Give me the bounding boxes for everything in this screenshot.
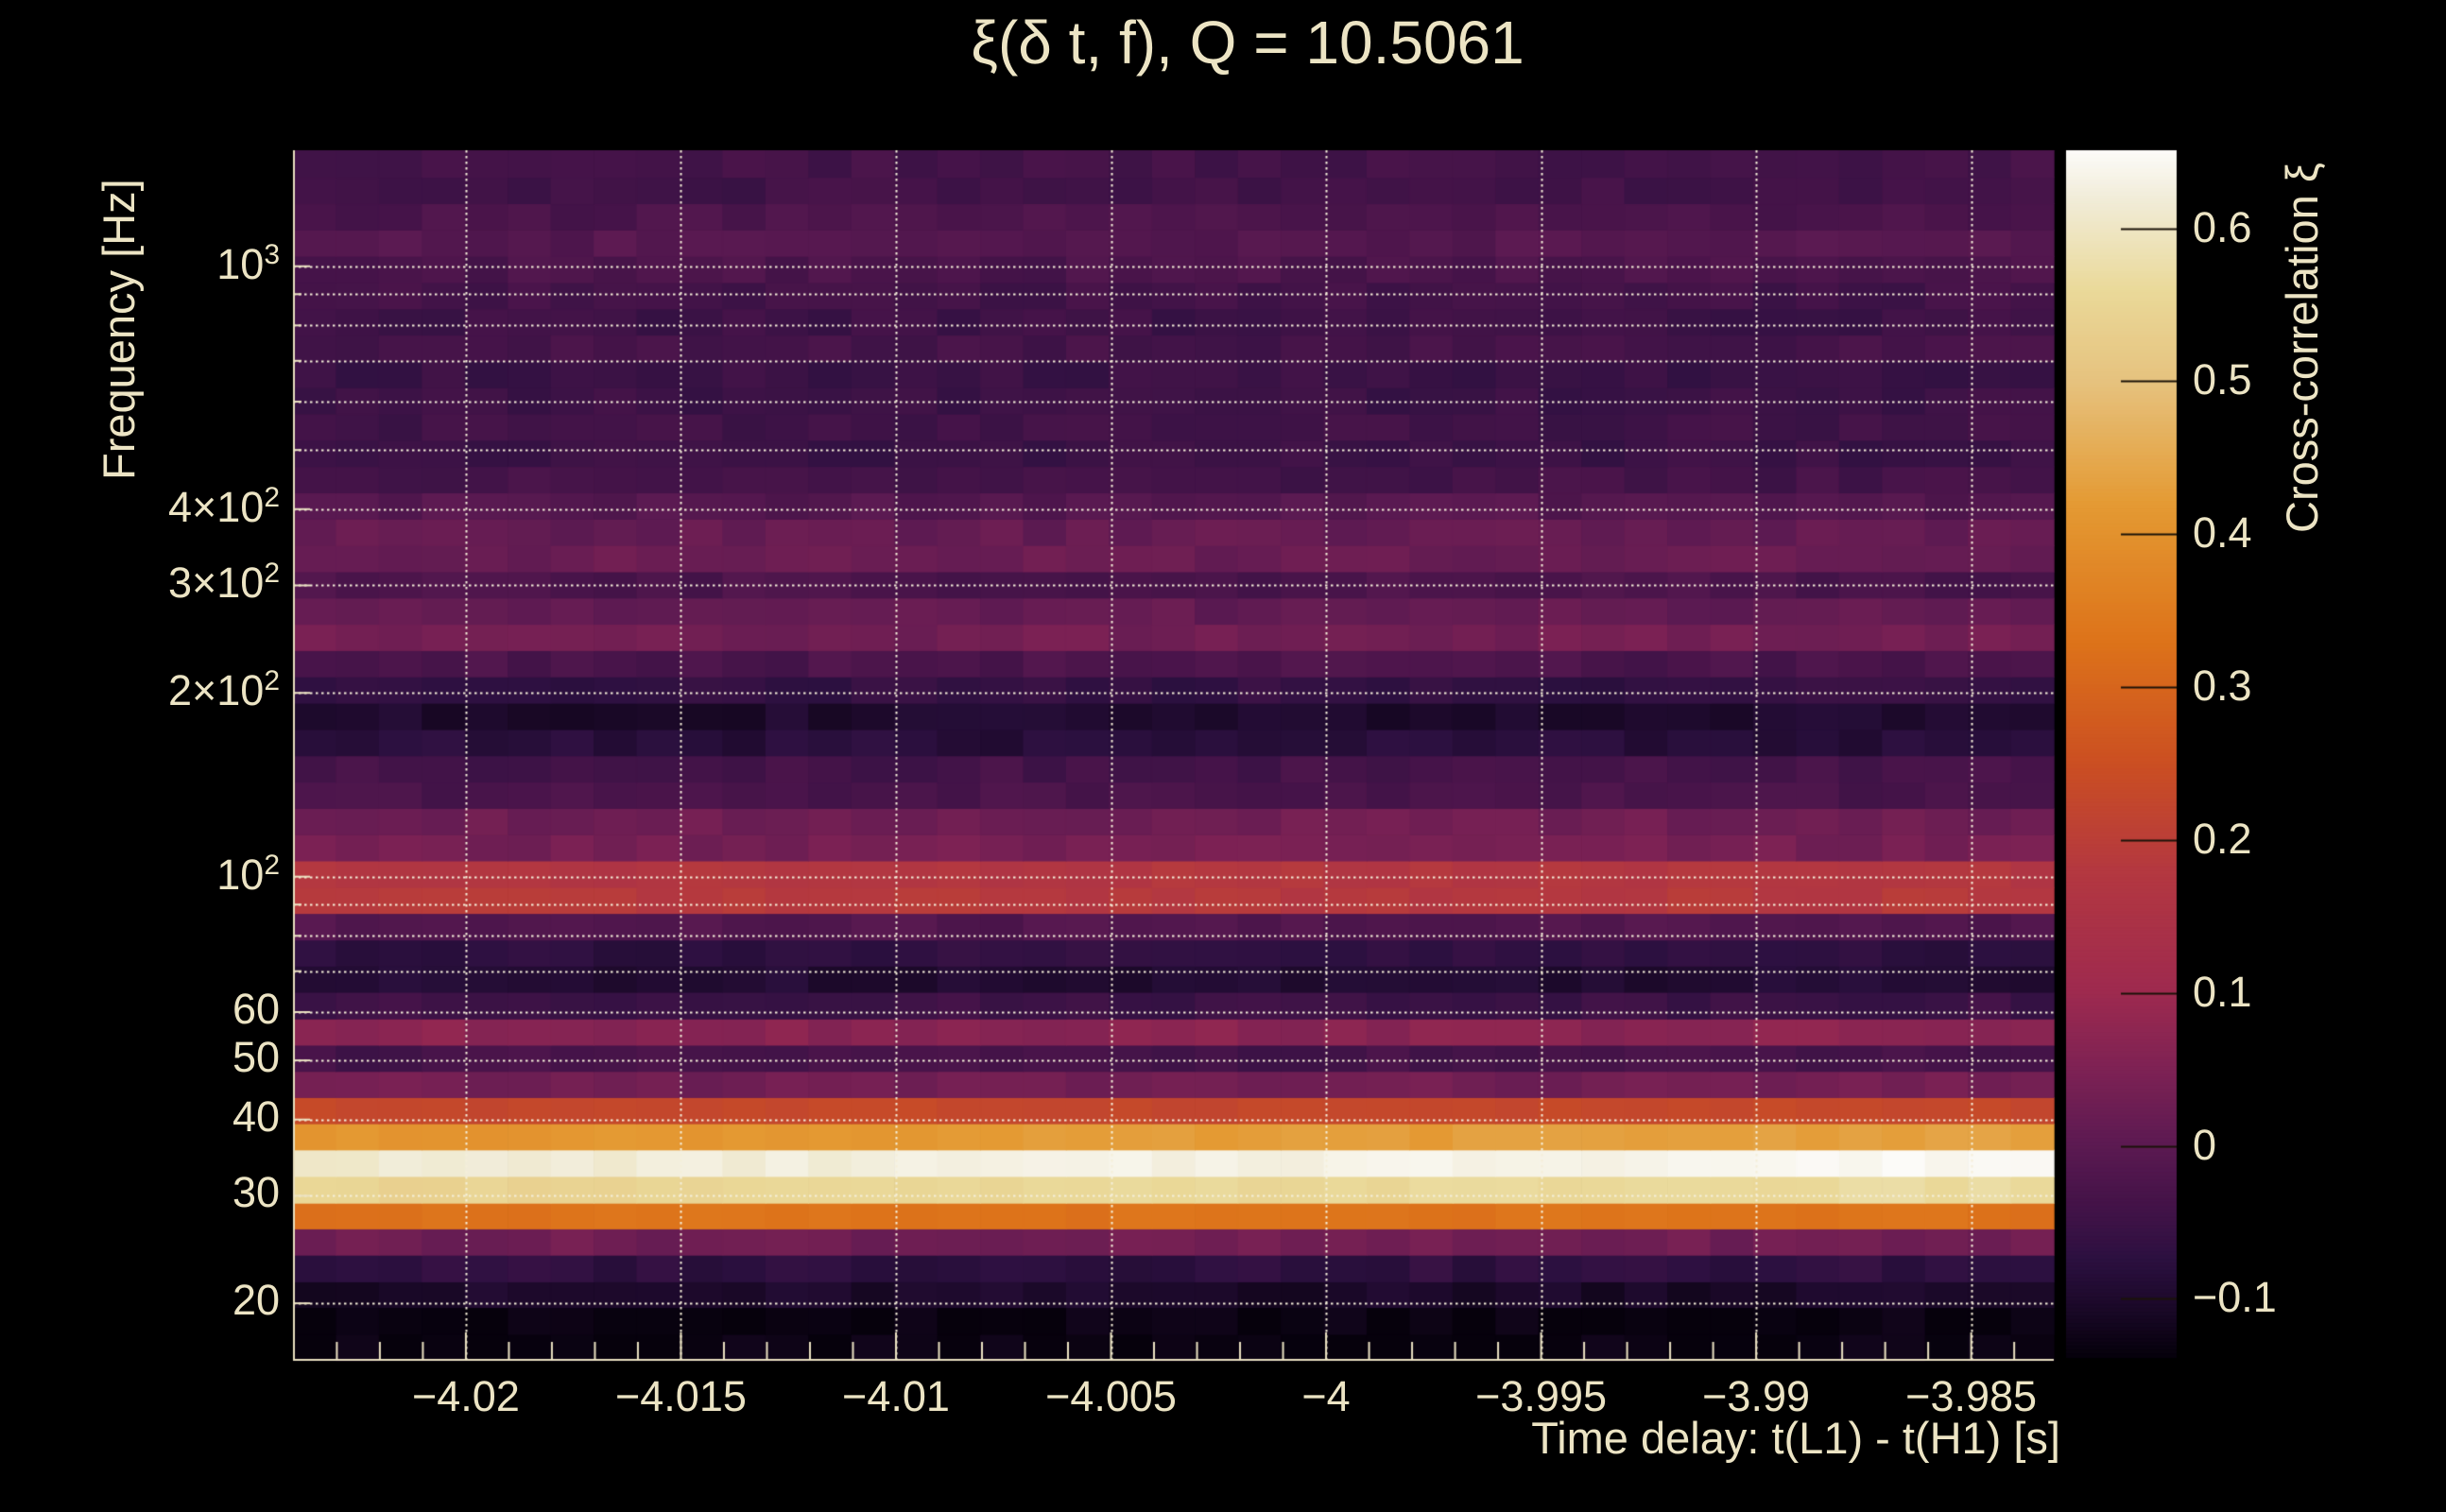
x-tick-label: −4.005 xyxy=(1045,1372,1177,1420)
x-tick-label: −4.02 xyxy=(411,1372,520,1420)
colorbar-tick-label: −0.1 xyxy=(2193,1273,2277,1322)
y-axis-title: Frequency [Hz] xyxy=(94,179,144,480)
colorbar-tick-label: 0.4 xyxy=(2193,508,2252,558)
x-tick-label: −3.99 xyxy=(1702,1372,1811,1420)
x-tick-label: −4.015 xyxy=(615,1372,747,1420)
colorbar-tick-label: 0.6 xyxy=(2193,202,2252,251)
y-tick-label: 2×102 xyxy=(167,665,280,715)
y-tick-label: 103 xyxy=(216,238,280,288)
y-tick-label: 40 xyxy=(232,1091,280,1141)
y-tick-label: 4×102 xyxy=(167,481,280,531)
colorbar-tick-label: 0.3 xyxy=(2193,662,2252,711)
x-axis-title: Time delay: t(L1) - t(H1) [s] xyxy=(1531,1413,2060,1463)
y-tick-label: 3×102 xyxy=(167,558,280,608)
y-tick-label: 30 xyxy=(232,1168,280,1217)
x-tick-label: −4 xyxy=(1301,1372,1351,1420)
x-tick-label: −4.01 xyxy=(842,1372,950,1420)
y-tick-label: 60 xyxy=(232,984,280,1033)
colorbar-tick-label: 0.5 xyxy=(2193,355,2252,404)
y-tick-label: 50 xyxy=(232,1033,280,1082)
y-tick-label: 102 xyxy=(216,849,280,899)
x-tick-label: −3.985 xyxy=(1905,1372,2038,1420)
colorbar-tick-label: 0.1 xyxy=(2193,967,2252,1016)
colorbar-tick-label: 0 xyxy=(2193,1120,2217,1169)
y-tick-label: 20 xyxy=(232,1276,280,1325)
colorbar-tick-label: 0.2 xyxy=(2193,814,2252,863)
colorbar-title: Cross-correlation ξ xyxy=(2277,163,2327,533)
chart-title: ξ(δ t, f), Q = 10.5061 xyxy=(971,9,1524,77)
x-tick-label: −3.995 xyxy=(1475,1372,1607,1420)
